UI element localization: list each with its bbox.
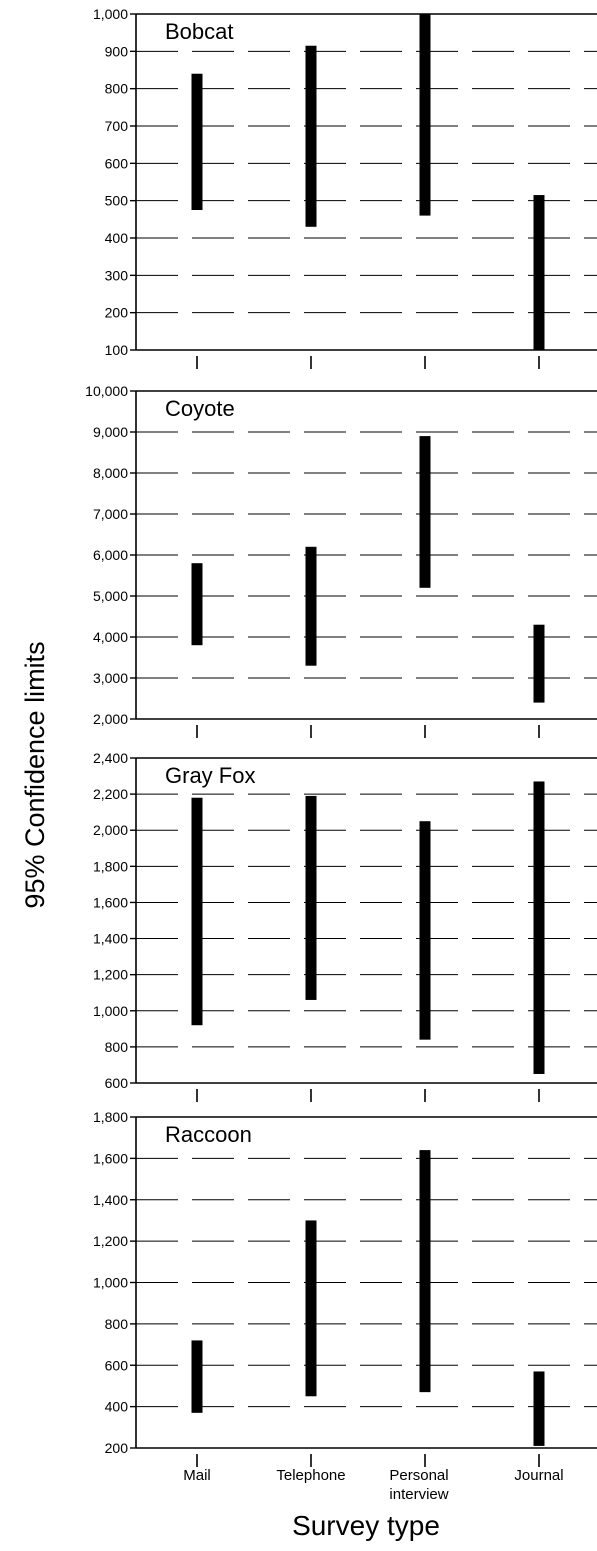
range-bar-4	[533, 781, 545, 1074]
panel-title: Raccoon	[165, 1122, 252, 1147]
y-tick-label: 1,400	[93, 931, 128, 947]
y-tick-label: 1,800	[93, 858, 128, 874]
y-tick-label: 700	[105, 118, 129, 134]
y-tick-label: 2,200	[93, 786, 128, 802]
y-tick-label: 600	[105, 155, 129, 171]
x-axis-title: Survey type	[292, 1510, 440, 1541]
y-tick-label: 900	[105, 43, 129, 59]
y-tick-label: 1,200	[93, 1233, 128, 1249]
y-tick-label: 1,000	[93, 1003, 128, 1019]
range-bar-2	[305, 45, 317, 227]
panel-title: Coyote	[165, 396, 235, 421]
x-category-labels: Mail Telephone Personal interview Journal	[183, 1467, 563, 1503]
range-bar-3	[419, 1150, 431, 1393]
y-tick-label: 2,000	[93, 822, 128, 838]
y-tick-label: 1,200	[93, 967, 128, 983]
y-tick-label: 800	[105, 1316, 129, 1332]
x-category-label: Mail	[183, 1467, 211, 1484]
panel-raccoon: 200 400 600 800 1,000 1,200 1,400 1,600 1,800 Rac…	[93, 1109, 597, 1467]
panel-bobcat: 100 200 300 400 500 600 700 800 900 1,000 Bobcat	[93, 6, 597, 369]
y-tick-label: 600	[105, 1357, 129, 1373]
panel-title: Gray Fox	[165, 763, 255, 788]
chart-panels: 100 200 300 400 500 600 700 800 900 1,000 Bobcat 2,…	[85, 6, 597, 1467]
range-bar-1	[191, 797, 203, 1026]
y-tick-label: 1,000	[93, 6, 128, 22]
range-bar-4	[533, 195, 545, 350]
panel-gray-fox: 600 800 1,000 1,200 1,400 1,600 1,800 2,000 2,20…	[93, 750, 597, 1102]
range-bar-3	[419, 436, 431, 588]
y-tick-label: 200	[105, 1440, 129, 1456]
range-bar-3	[419, 821, 431, 1040]
range-bar-1	[191, 73, 203, 210]
y-tick-label: 6,000	[93, 547, 128, 563]
y-tick-label: 400	[105, 230, 129, 246]
y-tick-label: 10,000	[85, 383, 128, 399]
y-tick-label: 100	[105, 342, 129, 358]
y-tick-label: 5,000	[93, 588, 128, 604]
y-tick-label: 500	[105, 193, 129, 209]
y-tick-label: 200	[105, 305, 129, 321]
y-tick-label: 800	[105, 81, 129, 97]
x-category-label: Telephone	[276, 1467, 345, 1484]
range-bar-4	[533, 1371, 545, 1446]
panel-coyote: 2,000 3,000 4,000 5,000 6,000 7,000 8,000 9,000…	[85, 383, 597, 738]
y-tick-label: 7,000	[93, 506, 128, 522]
range-bar-4	[533, 624, 545, 703]
x-category-label: interview	[389, 1486, 448, 1503]
y-tick-label: 1,000	[93, 1275, 128, 1291]
y-axis-title: 95% Confidence limits	[20, 641, 50, 908]
y-tick-label: 8,000	[93, 465, 128, 481]
y-tick-label: 3,000	[93, 670, 128, 686]
y-tick-label: 9,000	[93, 424, 128, 440]
y-tick-label: 1,800	[93, 1109, 128, 1125]
y-tick-label: 800	[105, 1039, 129, 1055]
y-tick-label: 1,400	[93, 1192, 128, 1208]
y-tick-label: 1,600	[93, 1150, 128, 1166]
range-bar-2	[305, 1220, 317, 1397]
range-bar-1	[191, 1340, 203, 1413]
y-tick-label: 1,600	[93, 894, 128, 910]
range-bar-3	[419, 14, 431, 216]
y-tick-label: 300	[105, 267, 129, 283]
y-tick-label: 600	[105, 1075, 129, 1091]
y-tick-label: 4,000	[93, 629, 128, 645]
y-tick-label: 400	[105, 1399, 129, 1415]
x-category-label: Journal	[514, 1467, 563, 1484]
panel-title: Bobcat	[165, 19, 234, 44]
range-bar-2	[305, 546, 317, 666]
y-tick-label: 2,000	[93, 711, 128, 727]
x-category-label: Personal	[389, 1467, 448, 1484]
range-bar-2	[305, 795, 317, 1000]
range-bar-1	[191, 563, 203, 646]
y-tick-label: 2,400	[93, 750, 128, 766]
